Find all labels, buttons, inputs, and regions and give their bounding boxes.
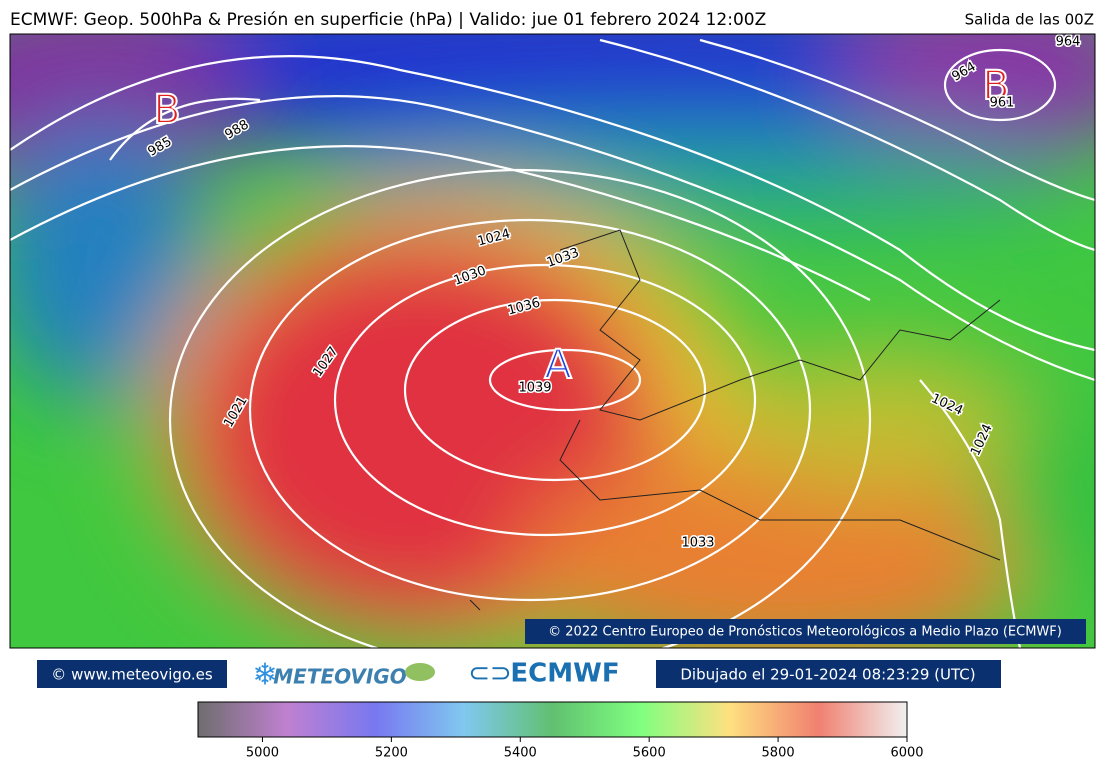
colorbar-tick-label: 5600	[633, 746, 666, 761]
pressure-center: A	[544, 342, 572, 388]
title: ECMWF: Geop. 500hPa & Presión en superfi…	[10, 10, 766, 30]
svg-text:⊂⊃: ⊂⊃	[468, 659, 512, 689]
logo-meteovigo: METEOVIGO	[273, 665, 407, 689]
isobar-label: 964	[1056, 35, 1081, 50]
isobar-label: 961	[990, 96, 1015, 111]
isobar-label: 1039	[518, 381, 551, 396]
drawn: Dibujado el 29-01-2024 08:23:29 (UTC)	[680, 666, 975, 684]
colorbar-tick-label: 5400	[504, 746, 537, 761]
colorbar	[197, 701, 908, 738]
isobar-label: 1033	[681, 536, 714, 551]
pressure-center: B	[153, 87, 180, 133]
copyright: © 2022 Centro Europeo de Pronósticos Met…	[548, 625, 1062, 640]
svg-text:❄: ❄	[252, 658, 277, 693]
colorbar-tick-label: 5800	[762, 746, 795, 761]
logo-ecmwf: ECMWF	[510, 659, 619, 689]
run: Salida de las 00Z	[965, 11, 1094, 29]
colorbar-tick-label: 6000	[890, 746, 923, 761]
site: © www.meteovigo.es	[51, 666, 213, 684]
colorbar-tick-label: 5200	[375, 746, 408, 761]
pressure-center: B	[982, 63, 1009, 109]
colorbar-tick-label: 5000	[246, 746, 279, 761]
